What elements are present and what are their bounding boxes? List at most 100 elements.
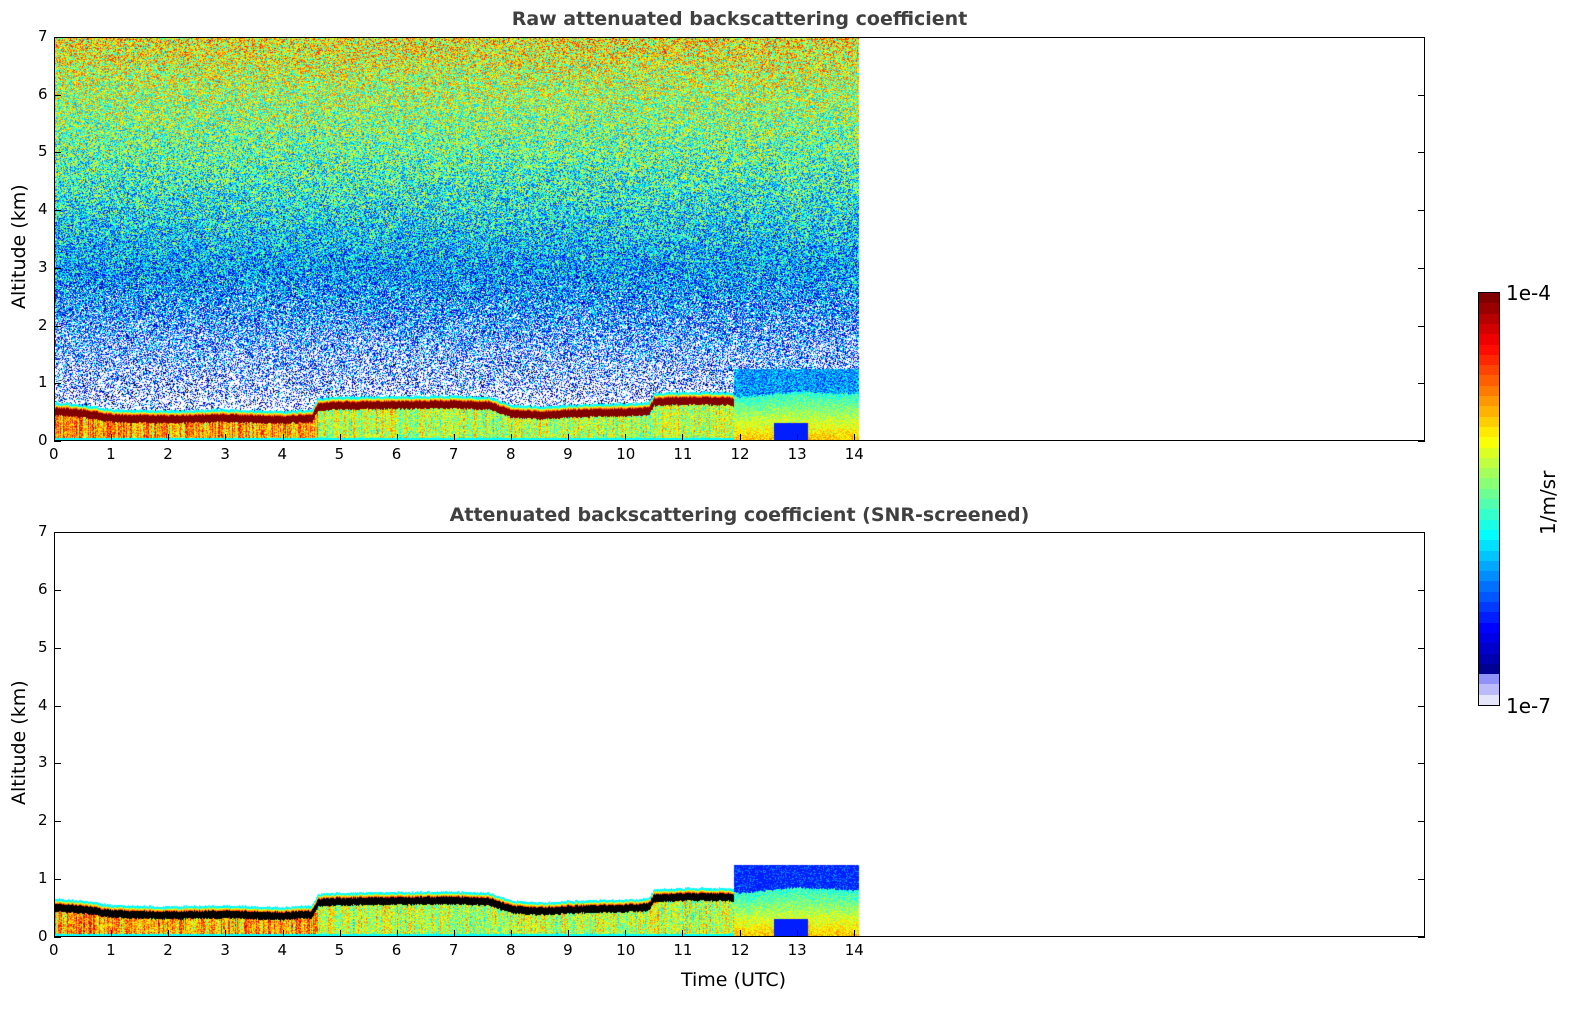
snr-screened-backscatter-plot bbox=[54, 532, 1425, 937]
colorbar-level bbox=[1479, 457, 1499, 469]
y-tick-label: 2 bbox=[38, 811, 48, 830]
y-tick-mark bbox=[54, 267, 61, 269]
colorbar-level bbox=[1479, 354, 1499, 366]
colorbar-level bbox=[1479, 674, 1499, 685]
x-tick-label: 10 bbox=[616, 941, 636, 959]
colorbar-level bbox=[1479, 468, 1499, 479]
colorbar-level bbox=[1479, 313, 1499, 324]
colorbar-level bbox=[1479, 303, 1499, 314]
x-tick-mark bbox=[111, 930, 113, 937]
y-tick-label: 0 bbox=[38, 927, 48, 945]
x-tick-label: 12 bbox=[730, 941, 750, 959]
y-tick-mark bbox=[54, 705, 61, 707]
colorbar-level bbox=[1479, 365, 1499, 376]
colorbar-level bbox=[1479, 375, 1499, 386]
x-tick-label: 4 bbox=[277, 445, 288, 463]
raw-backscatter-heatmap bbox=[55, 38, 1424, 440]
top-y-axis-label: Altitude (km) bbox=[8, 184, 30, 309]
x-tick-mark bbox=[225, 434, 227, 441]
x-tick-label: 13 bbox=[787, 941, 807, 959]
colorbar-level bbox=[1479, 344, 1499, 355]
x-tick-mark bbox=[796, 434, 798, 441]
colorbar-min-label: 1e-7 bbox=[1506, 694, 1551, 718]
y-tick-mark bbox=[1418, 152, 1425, 154]
colorbar-level bbox=[1479, 478, 1499, 489]
colorbar-level bbox=[1479, 426, 1499, 438]
x-tick-label: 1 bbox=[106, 445, 116, 463]
x-tick-label: 6 bbox=[391, 445, 402, 463]
x-tick-label: 14 bbox=[844, 941, 864, 959]
x-tick-mark bbox=[168, 930, 170, 937]
colorbar-level bbox=[1479, 540, 1499, 551]
y-tick-label: 4 bbox=[38, 695, 48, 714]
x-tick-mark bbox=[168, 434, 170, 441]
x-tick-label: 9 bbox=[563, 445, 573, 463]
y-tick-mark bbox=[1418, 879, 1425, 881]
y-tick-mark bbox=[1418, 532, 1425, 533]
x-tick-label: 4 bbox=[277, 941, 288, 959]
y-tick-mark bbox=[54, 532, 61, 533]
x-tick-mark bbox=[853, 930, 855, 937]
y-tick-label: 1 bbox=[38, 373, 48, 392]
colorbar-level bbox=[1479, 488, 1499, 499]
x-tick-label: 7 bbox=[448, 941, 459, 959]
y-tick-mark bbox=[1418, 325, 1425, 327]
colorbar-level bbox=[1479, 602, 1499, 613]
x-tick-mark bbox=[225, 930, 227, 937]
y-tick-mark bbox=[1418, 705, 1425, 707]
y-tick-mark bbox=[54, 383, 61, 385]
colorbar bbox=[1478, 292, 1500, 706]
colorbar-level bbox=[1479, 571, 1499, 582]
x-tick-mark bbox=[739, 434, 741, 441]
y-tick-label: 5 bbox=[38, 637, 48, 656]
y-tick-mark bbox=[1418, 647, 1425, 649]
x-tick-label: 11 bbox=[673, 445, 693, 463]
x-tick-label: 11 bbox=[673, 941, 693, 959]
colorbar-level bbox=[1479, 385, 1499, 396]
x-tick-mark bbox=[739, 930, 741, 937]
x-tick-label: 1 bbox=[106, 941, 116, 959]
bottom-plot-title: Attenuated backscattering coefficient (S… bbox=[449, 504, 1030, 526]
y-tick-mark bbox=[54, 821, 61, 823]
x-tick-label: 3 bbox=[220, 941, 230, 959]
y-tick-mark bbox=[1418, 37, 1425, 38]
snr-screened-heatmap bbox=[55, 533, 1424, 936]
x-tick-label: 8 bbox=[506, 445, 516, 463]
colorbar-level bbox=[1479, 406, 1499, 417]
colorbar-level bbox=[1479, 293, 1499, 304]
colorbar-level bbox=[1479, 509, 1499, 520]
y-tick-mark bbox=[54, 441, 61, 442]
x-tick-mark bbox=[511, 434, 512, 441]
y-tick-mark bbox=[54, 210, 61, 212]
colorbar-level bbox=[1479, 519, 1499, 530]
y-tick-mark bbox=[54, 589, 61, 591]
colorbar-level bbox=[1479, 632, 1499, 644]
y-tick-mark bbox=[1418, 937, 1425, 938]
bottom-y-axis-label: Altitude (km) bbox=[8, 680, 30, 805]
x-tick-mark bbox=[568, 434, 570, 441]
raw-backscatter-plot bbox=[54, 37, 1425, 441]
y-tick-mark bbox=[1418, 763, 1425, 765]
colorbar-level bbox=[1479, 396, 1499, 407]
y-tick-label: 3 bbox=[38, 753, 48, 772]
x-tick-mark bbox=[796, 930, 798, 937]
y-tick-label: 5 bbox=[38, 142, 48, 161]
colorbar-level bbox=[1479, 653, 1499, 664]
y-tick-mark bbox=[1418, 821, 1425, 823]
y-tick-mark bbox=[54, 94, 61, 96]
x-tick-label: 5 bbox=[334, 941, 345, 959]
y-tick-mark bbox=[1418, 441, 1425, 442]
y-tick-mark bbox=[54, 763, 61, 765]
colorbar-level bbox=[1479, 416, 1499, 427]
y-tick-mark bbox=[54, 937, 61, 938]
x-tick-label: 7 bbox=[448, 445, 459, 463]
colorbar-level bbox=[1479, 622, 1499, 633]
colorbar-level bbox=[1479, 550, 1499, 561]
y-tick-mark bbox=[54, 647, 61, 649]
y-tick-label: 6 bbox=[38, 579, 48, 598]
colorbar-level bbox=[1479, 437, 1499, 448]
colorbar-level bbox=[1479, 581, 1499, 592]
x-tick-mark bbox=[853, 434, 855, 441]
y-tick-label: 7 bbox=[38, 27, 48, 45]
x-tick-label: 13 bbox=[787, 445, 807, 463]
